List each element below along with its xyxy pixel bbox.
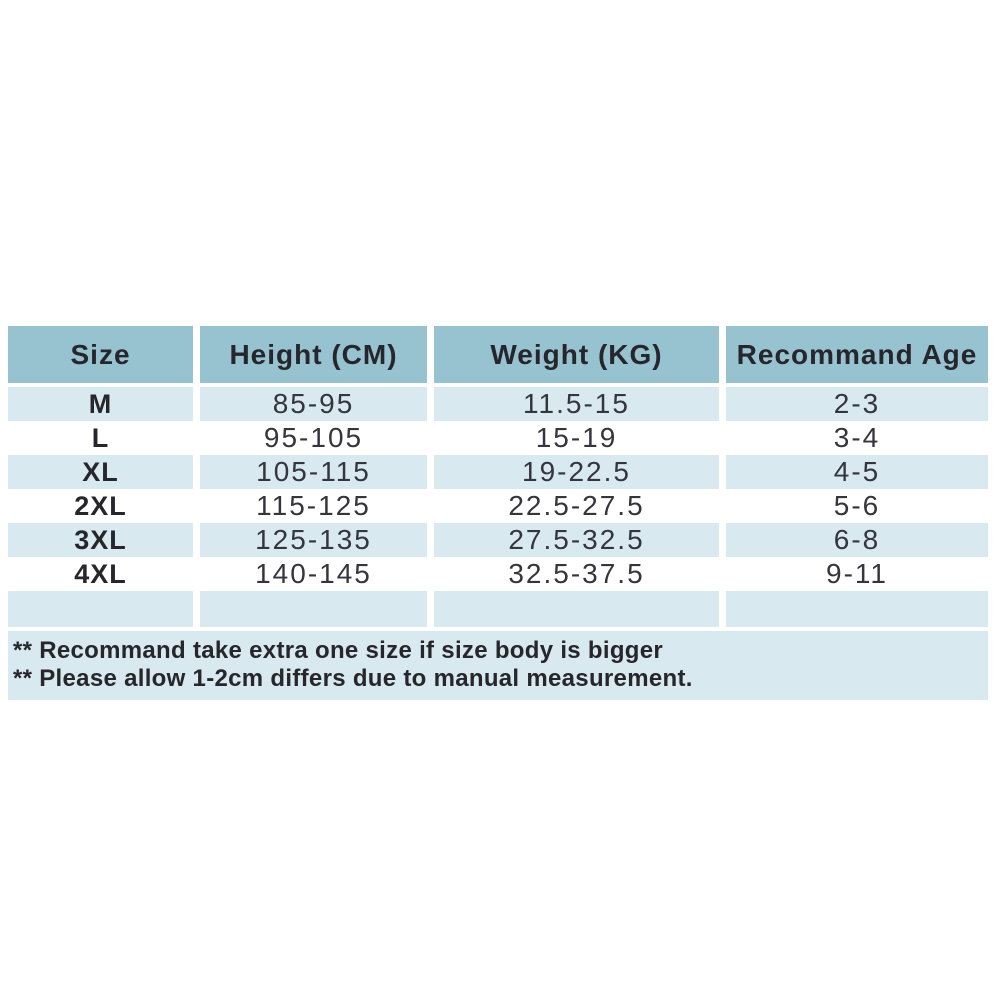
table-cell: 3-4 <box>726 421 988 455</box>
size-chart-table: Size Height (CM) Weight (KG) Recommand Age … <box>8 326 988 700</box>
table-header-row: Size Height (CM) Weight (KG) Recommand Age <box>8 326 988 383</box>
table-cell-empty <box>8 591 193 627</box>
table-cell: 125-135 <box>200 523 427 557</box>
table-empty-row <box>8 591 988 627</box>
table-cell: 9-11 <box>726 557 988 591</box>
table-cell-empty <box>434 591 719 627</box>
table-cell: 15-19 <box>434 421 719 455</box>
table-cell: 105-115 <box>200 455 427 489</box>
table-cell: 27.5-32.5 <box>434 523 719 557</box>
table-cell: 5-6 <box>726 489 988 523</box>
table-cell-empty <box>200 591 427 627</box>
column-header-recommand-age: Recommand Age <box>726 326 988 383</box>
column-header-size: Size <box>8 326 193 383</box>
table-cell: 85-95 <box>200 387 427 421</box>
table-cell: 2XL <box>8 489 193 523</box>
table-cell: 11.5-15 <box>434 387 719 421</box>
table-cell: 2-3 <box>726 387 988 421</box>
table-cell: 3XL <box>8 523 193 557</box>
table-cell: M <box>8 387 193 421</box>
table-cell: 115-125 <box>200 489 427 523</box>
table-cell: 19-22.5 <box>434 455 719 489</box>
table-cell-empty <box>726 591 988 627</box>
table-footnotes: ** Recommand take extra one size if size… <box>8 631 988 700</box>
table-cell: 32.5-37.5 <box>434 557 719 591</box>
table-cell: 95-105 <box>200 421 427 455</box>
column-header-height-cm: Height (CM) <box>200 326 427 383</box>
table-body: M 85-95 11.5-15 2-3 L 95-105 15-19 3-4 XL 105-115… <box>8 387 988 591</box>
table-cell: 4XL <box>8 557 193 591</box>
table-cell: 22.5-27.5 <box>434 489 719 523</box>
column-header-weight-kg: Weight (KG) <box>434 326 719 383</box>
footnote-line: ** Please allow 1-2cm differs due to man… <box>13 665 693 692</box>
table-cell: L <box>8 421 193 455</box>
table-cell: 4-5 <box>726 455 988 489</box>
table-cell: 6-8 <box>726 523 988 557</box>
table-cell: 140-145 <box>200 557 427 591</box>
footnote-line: ** Recommand take extra one size if size… <box>13 637 664 664</box>
table-cell: XL <box>8 455 193 489</box>
